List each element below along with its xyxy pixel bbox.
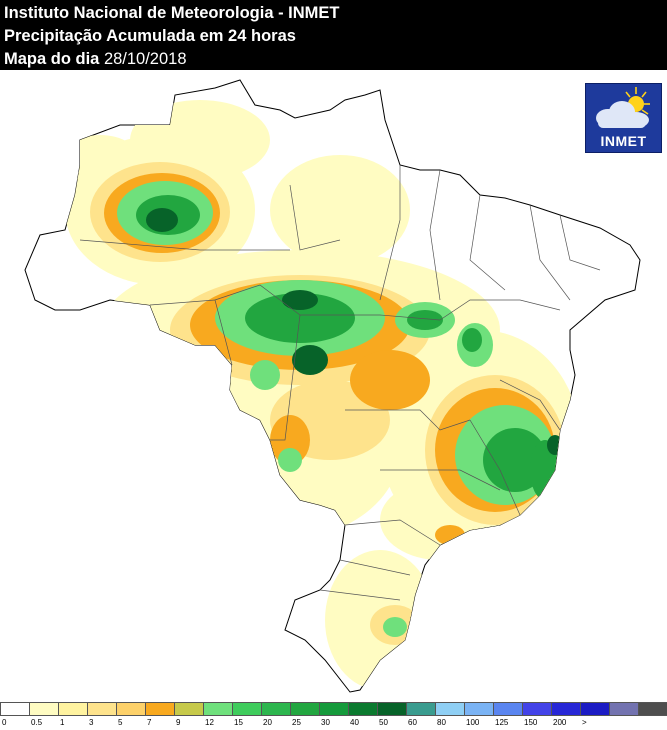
institute-title: Instituto Nacional de Meteorologia - INM… xyxy=(4,4,340,22)
legend-swatch xyxy=(551,702,581,716)
legend-tick-label: 7 xyxy=(147,718,152,727)
legend-tick-label: 25 xyxy=(292,718,301,727)
legend-swatch xyxy=(377,702,407,716)
legend-tick-label: 200 xyxy=(553,718,567,727)
legend-swatch xyxy=(435,702,465,716)
legend-swatch xyxy=(232,702,262,716)
precipitation-legend: 0 0.5 1 3 5 7 9 12 15 20 25 30 40 50 60 80 100 125 150 200 > xyxy=(0,702,667,730)
legend-swatch xyxy=(0,702,30,716)
legend-tick-label: 60 xyxy=(408,718,417,727)
legend-swatch xyxy=(522,702,552,716)
legend-tick-label: 20 xyxy=(263,718,272,727)
legend-tick-label: > xyxy=(582,718,587,727)
legend-tick-label: 9 xyxy=(176,718,181,727)
legend-tick-label: 1 xyxy=(60,718,65,727)
legend-tick-label: 0 xyxy=(2,718,7,727)
state-borders xyxy=(79,165,601,601)
legend-tick-label: 30 xyxy=(321,718,330,727)
legend-tick-label: 80 xyxy=(437,718,446,727)
sun-cloud-icon xyxy=(596,87,650,128)
legend-tick-label: 15 xyxy=(234,718,243,727)
legend-swatch xyxy=(261,702,291,716)
legend-swatch xyxy=(580,702,610,716)
map-subtitle: Precipitação Acumulada em 24 horas xyxy=(4,27,296,45)
legend-swatch xyxy=(174,702,204,716)
legend-tick-label: 5 xyxy=(118,718,123,727)
legend-swatch xyxy=(29,702,59,716)
legend-swatch xyxy=(464,702,494,716)
inmet-logo: INMET xyxy=(585,83,662,153)
inmet-logo-text: INMET xyxy=(600,133,647,149)
legend-swatch xyxy=(58,702,88,716)
legend-swatch xyxy=(290,702,320,716)
legend-tick-label: 50 xyxy=(379,718,388,727)
legend-tick-label: 3 xyxy=(89,718,94,727)
map-header: Instituto Nacional de Meteorologia - INM… xyxy=(0,0,667,70)
date-value: 28/10/2018 xyxy=(103,50,187,68)
legend-tick-label: 40 xyxy=(350,718,359,727)
legend-swatch xyxy=(348,702,378,716)
legend-tick-label: 125 xyxy=(495,718,509,727)
legend-tick-label: 12 xyxy=(205,718,214,727)
legend-swatch xyxy=(116,702,146,716)
legend-swatch xyxy=(203,702,233,716)
legend-tick-label: 100 xyxy=(466,718,480,727)
map-date-line: Mapa do dia 28/10/2018 xyxy=(4,49,187,69)
legend-tick-label: 150 xyxy=(524,718,538,727)
date-prefix: Mapa do dia xyxy=(4,50,100,68)
legend-swatch xyxy=(638,702,667,716)
legend-swatch xyxy=(87,702,117,716)
brazil-precipitation-map xyxy=(24,79,641,693)
legend-swatch xyxy=(145,702,175,716)
legend-swatch xyxy=(319,702,349,716)
legend-tick-label: 0.5 xyxy=(31,718,43,727)
legend-swatch xyxy=(493,702,523,716)
legend-swatch xyxy=(609,702,639,716)
legend-swatch xyxy=(406,702,436,716)
